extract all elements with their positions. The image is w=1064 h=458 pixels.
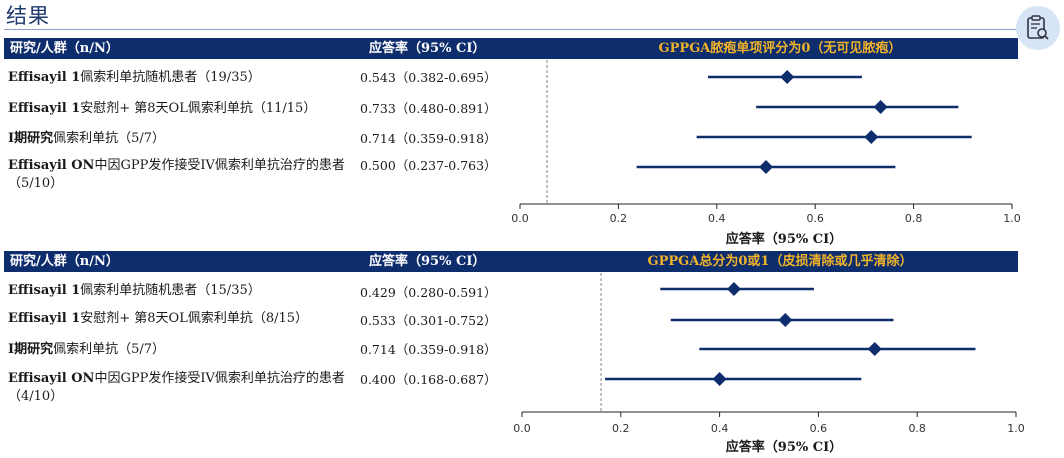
row-label: I期研究佩索利单抗（5/7） [8, 131, 166, 146]
row-ci: 0.733（0.480-0.891） [360, 101, 497, 116]
clipboard-search-button[interactable] [1016, 6, 1060, 50]
page-title: 结果 [6, 4, 50, 28]
header-ci-col: 应答率（95% CI） [369, 41, 486, 56]
x-axis-label: 应答率（95% CI） [725, 232, 843, 247]
row-ci: 0.533（0.301-0.752） [360, 313, 497, 328]
row-ci: 0.714（0.359-0.918） [360, 131, 497, 146]
x-tick-label: 0.0 [513, 422, 531, 435]
forest-panel-2: 研究/人群（n/N） 应答率（95% CI） GPPGA总分为0或1（皮损清除或… [4, 251, 1025, 458]
row-ci: 0.400（0.168-0.687） [360, 372, 497, 387]
header-ci-col: 应答率（95% CI） [369, 254, 486, 269]
header-study-col: 研究/人群（n/N） [10, 41, 119, 56]
estimate-diamond [780, 70, 795, 84]
forest-plot-2: 0.0 0.2 0.4 0.6 0.8 1.0 [513, 273, 1025, 435]
estimate-diamond [864, 130, 879, 144]
clipboard-search-icon [1027, 15, 1049, 40]
x-axis-label: 应答率（95% CI） [725, 440, 843, 455]
header-endpoint: GPPGA脓疱单项评分为0（无可见脓疱） [658, 41, 902, 56]
estimate-diamond [726, 282, 741, 296]
row-label: Effisayil 1佩索利单抗随机患者（19/35） [8, 70, 261, 85]
row-ci: 0.714（0.359-0.918） [360, 342, 497, 357]
x-tick-label: 1.0 [1007, 422, 1025, 435]
x-tick-label: 0.0 [511, 212, 529, 225]
x-tick-label: 0.4 [711, 422, 729, 435]
x-tick-label: 1.0 [1003, 212, 1021, 225]
x-tick-label: 0.2 [612, 422, 630, 435]
estimate-diamond [867, 342, 882, 356]
estimate-diamond [778, 313, 793, 327]
x-tick-label: 0.6 [810, 422, 828, 435]
estimate-diamond [712, 372, 727, 386]
estimate-diamond [759, 160, 773, 174]
panel-header: 研究/人群（n/N） 应答率（95% CI） GPPGA总分为0或1（皮损清除或… [4, 251, 1018, 272]
row-ci: 0.429（0.280-0.591） [360, 285, 497, 300]
forest-panel-1: 研究/人群（n/N） 应答率（95% CI） GPPGA脓疱单项评分为0（无可见… [4, 38, 1021, 248]
x-tick-label: 0.4 [708, 212, 726, 225]
header-study-col: 研究/人群（n/N） [10, 254, 119, 269]
row-label: I期研究佩索利单抗（5/7） [8, 342, 166, 357]
row-label: Effisayil ON中因GPP发作接受IV佩索利单抗治疗的患者（5/10） [8, 158, 345, 191]
row-label: Effisayil 1佩索利单抗随机患者（15/35） [8, 283, 261, 298]
x-tick-label: 0.2 [610, 212, 628, 225]
header-endpoint: GPPGA总分为0或1（皮损清除或几乎清除） [647, 254, 913, 269]
estimate-diamond [873, 100, 888, 114]
row-label: Effisayil 1安慰剂+ 第8天OL佩索利单抗（8/15） [8, 311, 309, 326]
forest-plot-1: 0.0 0.2 0.4 0.6 0.8 1.0 [511, 60, 1021, 225]
row-label: Effisayil 1安慰剂+ 第8天OL佩索利单抗（11/15） [8, 101, 317, 116]
title-divider [4, 29, 1016, 30]
row-label: Effisayil ON中因GPP发作接受IV佩索利单抗治疗的患者（4/10） [8, 371, 345, 404]
x-tick-label: 0.6 [806, 212, 824, 225]
x-tick-label: 0.8 [905, 212, 923, 225]
x-tick-label: 0.8 [908, 422, 926, 435]
row-ci: 0.543（0.382-0.695） [360, 70, 497, 85]
panel-header: 研究/人群（n/N） 应答率（95% CI） GPPGA脓疱单项评分为0（无可见… [4, 38, 1018, 59]
row-ci: 0.500（0.237-0.763） [360, 158, 497, 173]
